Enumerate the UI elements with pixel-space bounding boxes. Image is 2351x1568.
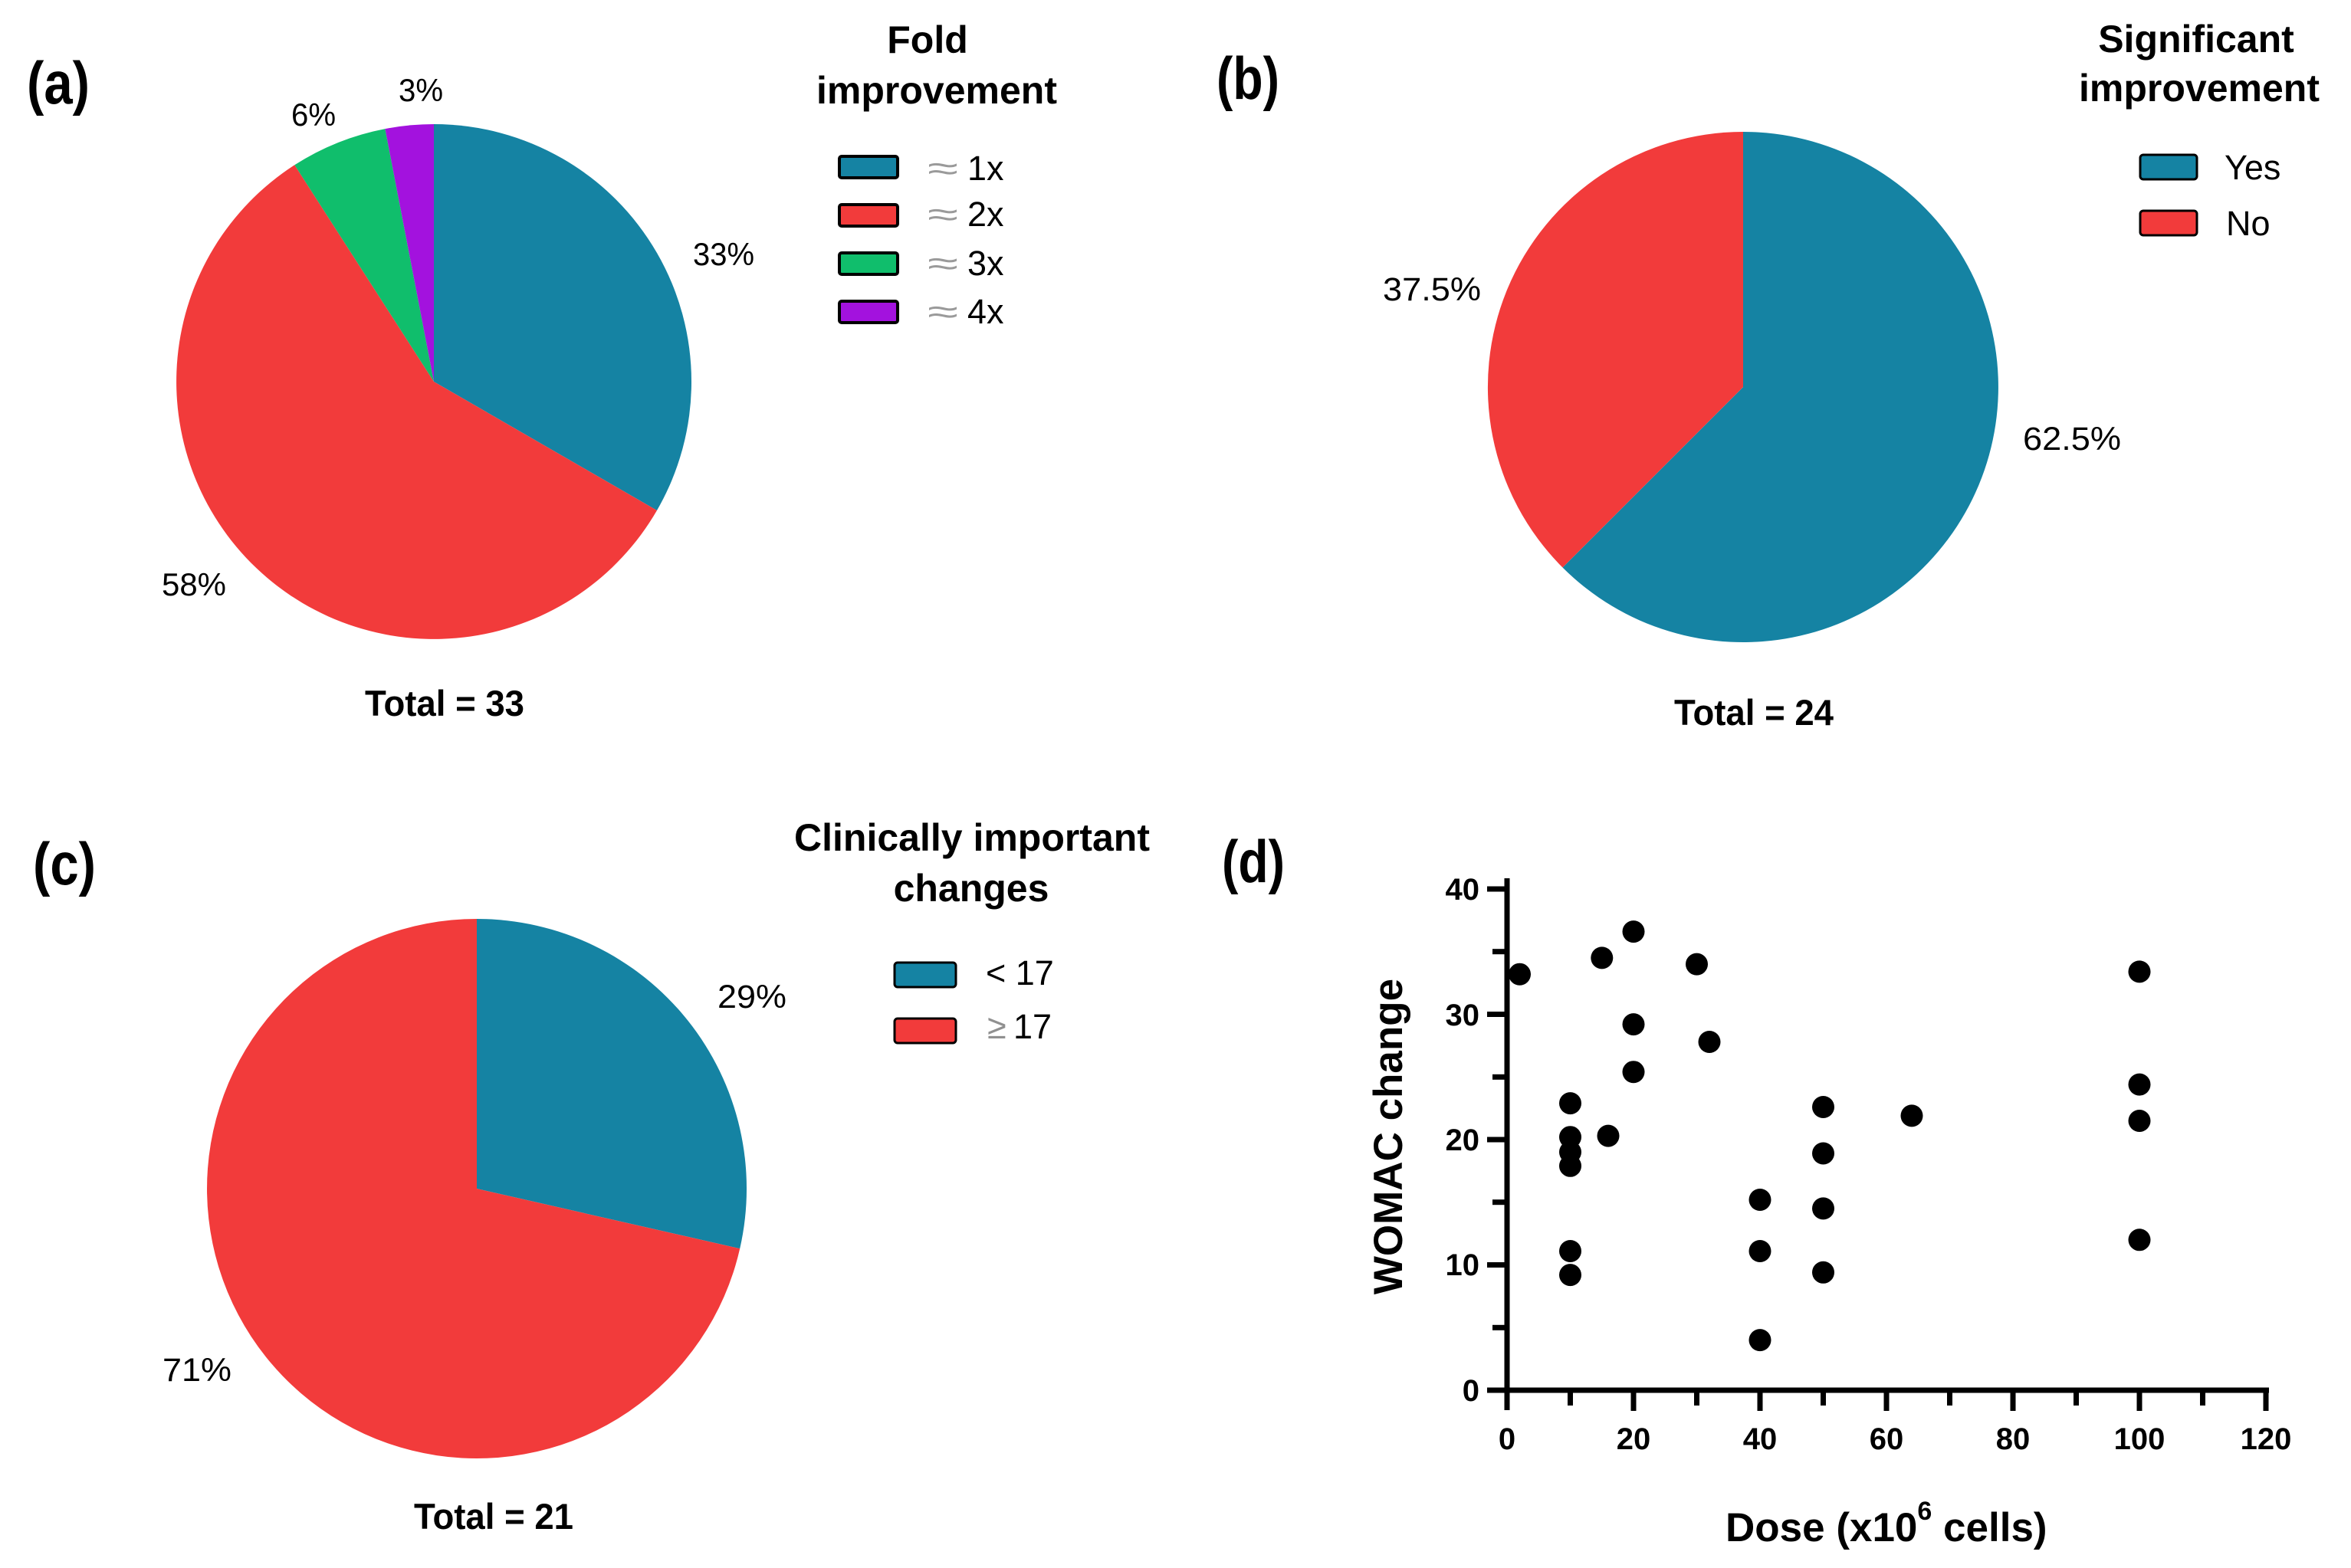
svg-text:improvement: improvement [816,69,1057,112]
svg-text:62.5%: 62.5% [2023,421,2121,458]
svg-text:60: 60 [1870,1422,1904,1456]
svg-text:(b): (b) [1217,44,1279,112]
svg-text:80: 80 [1996,1422,2031,1456]
svg-text:0: 0 [1499,1422,1515,1456]
svg-text:30: 30 [1446,999,1480,1032]
svg-text:Significant: Significant [2098,18,2294,61]
svg-text:≈: ≈ [928,292,958,331]
svg-text:Total = 21: Total = 21 [414,1496,573,1537]
svg-text:10: 10 [1446,1248,1480,1282]
svg-text:3x: 3x [967,244,1004,283]
svg-text:120: 120 [2241,1422,2292,1456]
svg-text:changes: changes [894,867,1049,910]
svg-text:3%: 3% [399,72,443,108]
svg-text:(c): (c) [33,830,96,897]
svg-text:(a): (a) [27,49,90,116]
svg-text:40: 40 [1743,1422,1778,1456]
svg-text:1x: 1x [967,149,1004,188]
svg-text:20: 20 [1446,1124,1480,1157]
svg-text:≈: ≈ [928,195,958,234]
svg-text:6%: 6% [291,97,336,133]
svg-text:29%: 29% [717,979,786,1015]
svg-text:Clinically important: Clinically important [794,816,1150,859]
svg-text:WOMAC change: WOMAC change [1366,979,1411,1294]
svg-text:0: 0 [1463,1374,1479,1408]
svg-text:4x: 4x [967,292,1004,331]
svg-text:Yes: Yes [2225,148,2280,187]
svg-text:improvement: improvement [2079,67,2320,110]
svg-text:58%: 58% [162,566,226,602]
svg-text:Total = 24: Total = 24 [1674,692,1834,733]
svg-text:(d): (d) [1222,828,1285,895]
svg-text:100: 100 [2114,1422,2165,1456]
svg-text:≈: ≈ [928,244,958,283]
svg-text:< 17: < 17 [986,953,1054,992]
svg-text:Fold: Fold [887,18,968,61]
svg-text:Total = 33: Total = 33 [365,683,524,723]
svg-text:37.5%: 37.5% [1383,271,1481,308]
svg-text:33%: 33% [693,236,754,272]
svg-text:No: No [2226,204,2271,243]
svg-text:2x: 2x [967,195,1004,234]
svg-text:20: 20 [1617,1422,1651,1456]
svg-text:≈: ≈ [928,149,958,188]
svg-text:71%: 71% [163,1352,231,1389]
svg-text:17: 17 [1013,1007,1052,1046]
svg-text:40: 40 [1446,873,1480,907]
svg-text:≥: ≥ [987,1007,1006,1046]
svg-text:Dose (x106 cells): Dose (x106 cells) [1725,1497,2047,1550]
